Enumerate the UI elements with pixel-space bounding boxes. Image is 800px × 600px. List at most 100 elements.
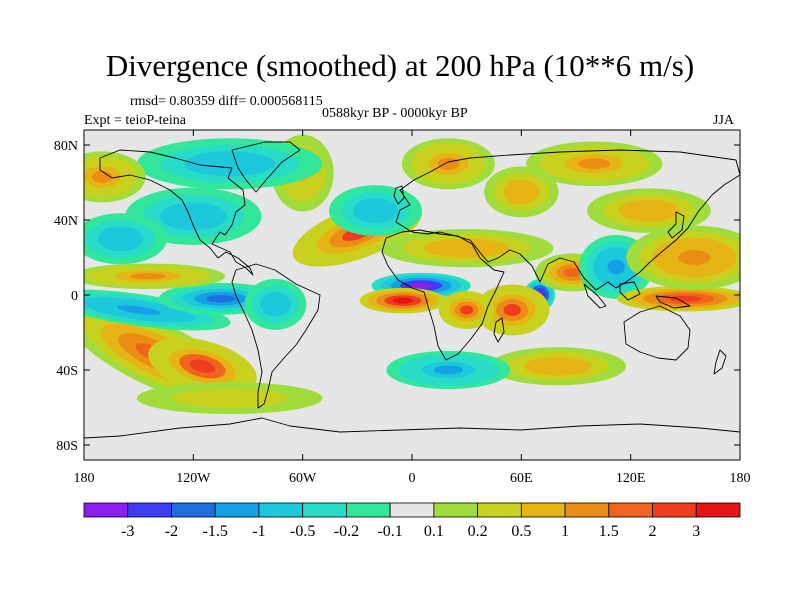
contour-band xyxy=(460,305,474,315)
divergence-feature xyxy=(617,285,740,312)
coastline-antarctica xyxy=(84,417,740,439)
colorbar-box xyxy=(608,502,653,518)
coastline-eurasia xyxy=(395,149,740,291)
contour-band xyxy=(177,209,210,223)
contour-band xyxy=(207,394,252,402)
divergence-feature xyxy=(148,337,257,395)
divergence-feature xyxy=(475,284,550,336)
coastline-north-america xyxy=(99,149,254,276)
divergence-feature xyxy=(244,278,307,330)
x-tick-label: 180 xyxy=(74,471,95,486)
contour-band xyxy=(206,295,236,303)
y-tick-label: 40N xyxy=(54,214,78,229)
divergence-feature xyxy=(401,138,495,190)
colorbar-box xyxy=(520,502,566,518)
contour-band xyxy=(109,232,132,245)
colorbar-label: 2 xyxy=(649,523,657,540)
contour-band xyxy=(437,157,460,170)
colorbar-label: 3 xyxy=(692,523,700,540)
divergence-feature xyxy=(526,141,663,187)
coastline-africa xyxy=(381,229,505,361)
divergence-feature xyxy=(379,229,554,268)
divergence-feature xyxy=(489,347,626,386)
contour-band xyxy=(409,282,433,289)
contour-band xyxy=(268,298,283,311)
colorbar-box xyxy=(127,502,172,518)
colorbar-box xyxy=(564,502,610,518)
contour-band xyxy=(189,359,216,373)
y-tick-label: 40S xyxy=(56,364,78,379)
divergence-feature xyxy=(329,185,423,237)
contour-band xyxy=(634,205,664,216)
x-tick-label: 120E xyxy=(616,471,646,486)
colorbar: -3 -2 -1.5 -1 -0.5 -0.2 -0.1 0.1 0.2 0.5 1 1.5 2 3 xyxy=(83,502,741,540)
contour-band xyxy=(116,305,161,315)
colorbar-label: -0.5 xyxy=(290,523,315,540)
colorbar-box xyxy=(302,502,347,518)
colorbar-label: 1.5 xyxy=(599,523,619,540)
coastline-japan xyxy=(667,211,685,239)
colorbar-box xyxy=(345,502,391,518)
y-tick-label: 80S xyxy=(56,439,78,454)
divergence-feature xyxy=(84,151,146,203)
divergence-feature xyxy=(626,225,740,290)
coastline-australia xyxy=(623,305,691,361)
divergence-feature xyxy=(136,138,323,190)
divergence-feature xyxy=(484,166,559,218)
colorbar-label: -3 xyxy=(121,523,134,540)
contour-band xyxy=(678,250,711,265)
y-tick-label: 80N xyxy=(54,139,78,154)
contour-band xyxy=(392,297,414,304)
contour-band xyxy=(541,361,574,371)
divergence-feature xyxy=(84,213,167,265)
colorbar-label: 0.5 xyxy=(511,523,531,540)
season-text: JJA xyxy=(713,113,735,128)
colorbar-box xyxy=(433,502,478,518)
coastline-south-america xyxy=(231,263,321,409)
y-tick-label: 0 xyxy=(71,289,78,304)
coastline-new-guinea xyxy=(655,295,691,309)
coastline-borneo xyxy=(619,281,641,301)
x-tick-label: 180 xyxy=(730,471,751,486)
x-tick-label: 60E xyxy=(510,471,533,486)
contour-band xyxy=(607,259,625,275)
colorbar-box xyxy=(389,502,435,518)
x-tick-label: 120W xyxy=(176,471,211,486)
colorbar-label: -0.1 xyxy=(377,523,402,540)
divergence-feature xyxy=(386,350,511,390)
coastline-madagascar xyxy=(493,317,505,343)
colorbar-label: 0.2 xyxy=(468,523,488,540)
divergence-feature xyxy=(359,287,447,314)
divergence-feature xyxy=(586,188,711,233)
divergence-field xyxy=(84,134,740,415)
coastline-greenland xyxy=(231,141,301,193)
stats-text: rmsd= 0.80359 diff= 0.000568115 xyxy=(130,94,323,109)
contour-band xyxy=(92,170,113,183)
contour-band xyxy=(669,295,702,302)
colorbar-box xyxy=(214,502,260,518)
colorbar-box xyxy=(171,502,216,518)
divergence-feature xyxy=(84,289,231,331)
map-title: Divergence (smoothed) at 200 hPa (10**6 … xyxy=(105,48,695,83)
divergence-feature xyxy=(136,382,323,415)
contour-band xyxy=(446,243,488,253)
colorbar-box xyxy=(83,502,129,518)
contour-band xyxy=(578,158,611,169)
contour-band xyxy=(364,204,387,217)
colorbar-box xyxy=(695,502,741,518)
contour-band xyxy=(512,185,531,198)
colorbar-label: -2 xyxy=(165,523,178,540)
colorbar-box xyxy=(652,502,697,518)
contour-band xyxy=(129,273,166,280)
x-tick-label: 60W xyxy=(289,471,317,486)
colorbar-label: -0.2 xyxy=(334,523,359,540)
period-text: 0588kyr BP - 0000kyr BP xyxy=(322,106,468,121)
divergence-feature xyxy=(438,290,495,330)
coastlines xyxy=(84,141,740,439)
colorbar-label: 0.1 xyxy=(424,523,444,540)
colorbar-box xyxy=(258,502,304,518)
colorbar-label: 1 xyxy=(561,523,569,540)
coastline-new-zealand xyxy=(713,349,727,375)
colorbar-box xyxy=(477,502,522,518)
